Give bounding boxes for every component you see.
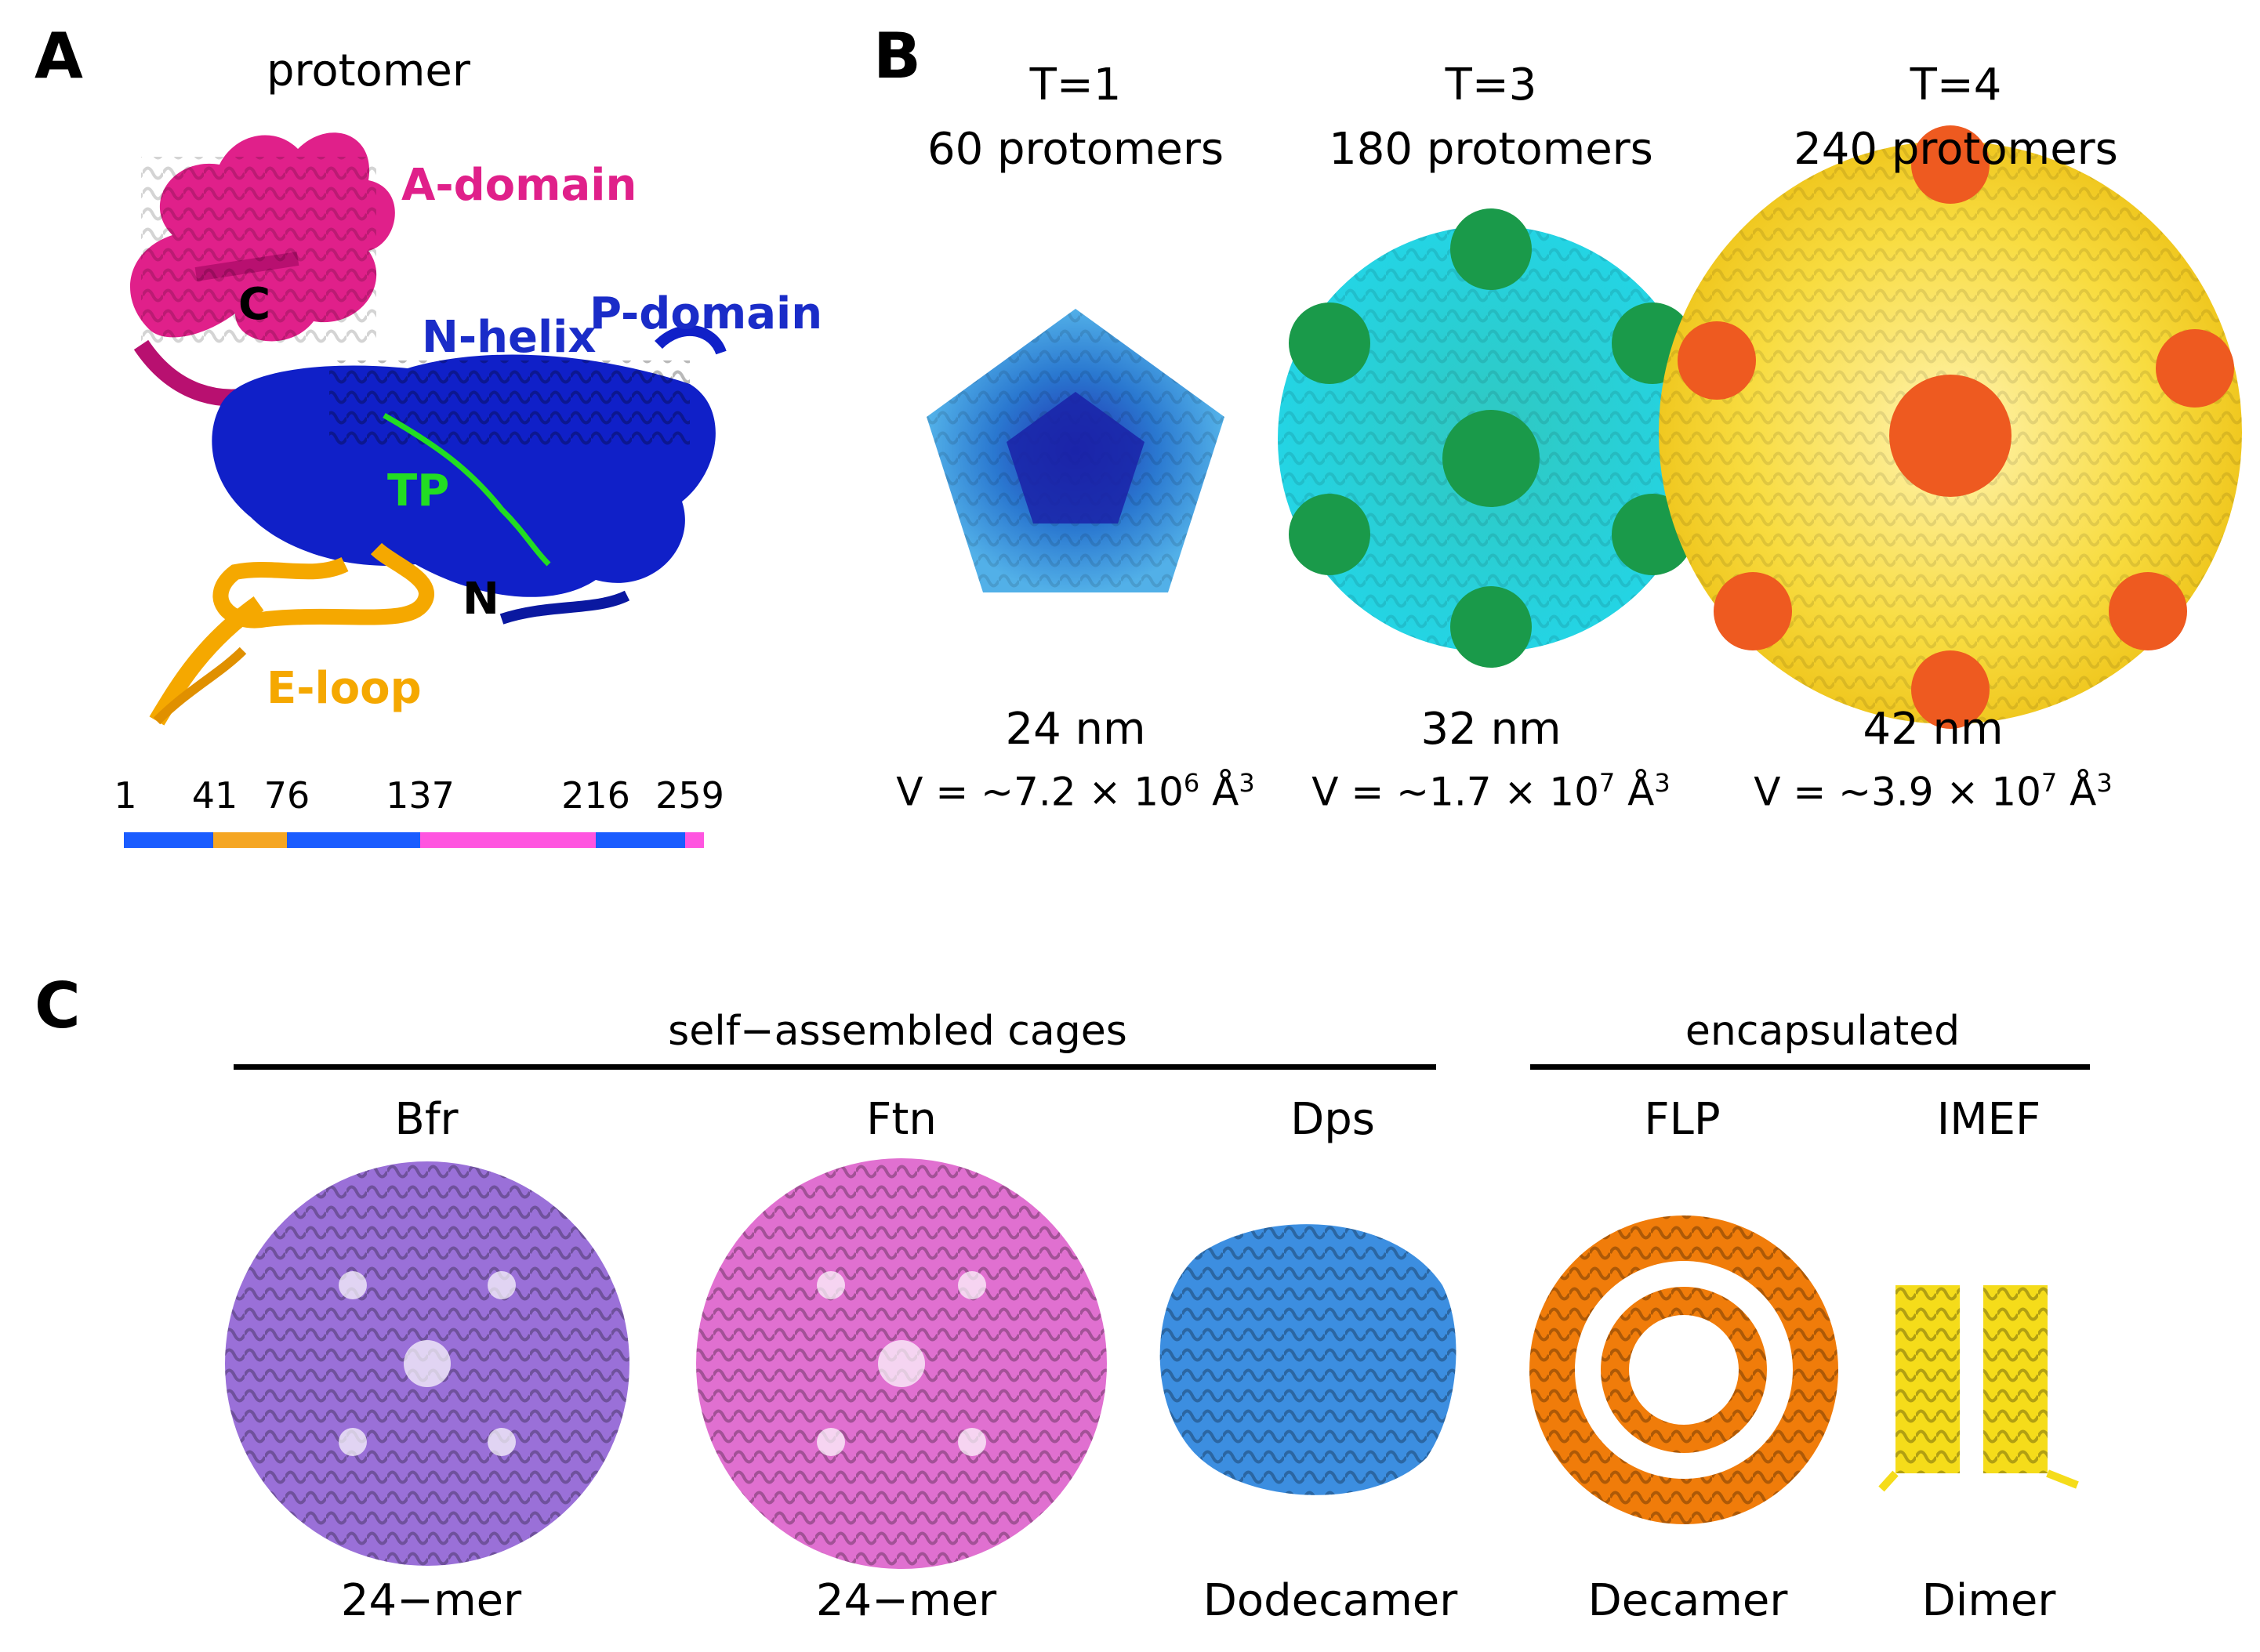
n-helix-label: N-helix (422, 312, 597, 363)
tp-peptide (383, 412, 551, 567)
tp-label: TP (387, 466, 450, 516)
volume-unit: Å (1615, 769, 1655, 815)
group-rule-encapsulated (1530, 1064, 2090, 1070)
seq-segment-137-216 (420, 832, 596, 848)
e-loop-ribbon (149, 542, 434, 726)
capsid-t1 (927, 309, 1224, 592)
volume-exponent: 7 (2041, 768, 2058, 798)
capsid-diameter: 24 nm (1005, 704, 1146, 755)
capsid-diameter: 32 nm (1420, 704, 1562, 755)
protein-name: FLP (1644, 1094, 1721, 1145)
volume-unit: Å (1199, 769, 1239, 815)
capsid-protomer-count: 180 protomers (1329, 124, 1653, 175)
seq-tick-label: 216 (561, 774, 630, 817)
imef-structure (1878, 1285, 2079, 1492)
volume-exponent: 6 (1183, 768, 1200, 798)
oligomer-label: Dimer (1921, 1575, 2056, 1626)
volume-unit-exponent: 3 (1239, 768, 1255, 798)
group-rule-self-assembled (234, 1064, 1436, 1070)
volume-prefix: V = ~3.9 × 10 (1754, 769, 2041, 815)
volume-unit-exponent: 3 (1654, 768, 1671, 798)
sequence-bar (124, 832, 704, 848)
capsid-protomer-count: 240 protomers (1794, 124, 2118, 175)
seq-segment-1-41 (124, 832, 213, 848)
a-domain-label: A-domain (401, 160, 637, 211)
volume-prefix: V = ~1.7 × 10 (1311, 769, 1599, 815)
panel-a-letter: A (34, 20, 83, 92)
group-label-encapsulated: encapsulated (1685, 1008, 1961, 1055)
capsid-t-number: T=1 (1029, 60, 1122, 110)
protomer-structure (130, 132, 727, 726)
protein-name: Ftn (866, 1094, 937, 1145)
capsid-volume: V = ~3.9 × 107 Å3 (1754, 768, 2113, 815)
capsid-t3 (1278, 208, 1704, 668)
p-domain-label: P-domain (589, 288, 823, 339)
panel-b-letter: B (873, 20, 921, 92)
capsid-t-number: T=4 (1910, 60, 2002, 110)
protomer-title: protomer (267, 45, 470, 96)
protein-name: Bfr (394, 1094, 459, 1145)
oligomer-label: Decamer (1587, 1575, 1788, 1626)
n-terminus-label: N (463, 574, 499, 625)
e-loop-label: E-loop (267, 663, 422, 714)
capsid-t4 (1659, 125, 2242, 729)
capsid-diameter: 42 nm (1863, 704, 2004, 755)
seq-tick-label: 76 (263, 774, 310, 817)
capsid-volume: V = ~7.2 × 106 Å3 (896, 768, 1255, 815)
p-domain-ribbon (212, 325, 727, 625)
seq-tick-label: 41 (191, 774, 238, 817)
volume-prefix: V = ~7.2 × 10 (896, 769, 1184, 815)
seq-tick-label: 259 (655, 774, 724, 817)
seq-segment-216-259 (596, 832, 685, 848)
oligomer-label: Dodecamer (1203, 1575, 1458, 1626)
oligomer-label: 24−mer (340, 1575, 522, 1626)
seq-segment-76-137 (287, 832, 420, 848)
volume-exponent: 7 (1598, 768, 1616, 798)
bfr-structure (225, 1161, 629, 1566)
capsid-t-number: T=3 (1445, 60, 1537, 110)
flp-structure (1529, 1215, 1838, 1524)
capsid-volume: V = ~1.7 × 107 Å3 (1311, 768, 1671, 815)
protein-name: IMEF (1936, 1094, 2041, 1145)
capsid-protomer-count: 60 protomers (927, 124, 1224, 175)
oligomer-label: 24−mer (815, 1575, 997, 1626)
c-terminus-label: C (238, 279, 271, 330)
panel-c-letter: C (34, 969, 81, 1042)
ftn-structure (696, 1158, 1107, 1569)
seq-segment-41-76 (213, 832, 287, 848)
group-label-self-assembled: self−assembled cages (668, 1008, 1127, 1055)
a-domain-ribbon (130, 132, 395, 407)
volume-unit: Å (2057, 769, 2097, 815)
protein-name: Dps (1290, 1094, 1375, 1145)
seq-tick-label: 137 (386, 774, 455, 817)
seq-tick-label: 1 (114, 774, 137, 817)
volume-unit-exponent: 3 (2096, 768, 2113, 798)
seq-segment-end (685, 832, 704, 848)
dps-structure (1159, 1224, 1456, 1495)
